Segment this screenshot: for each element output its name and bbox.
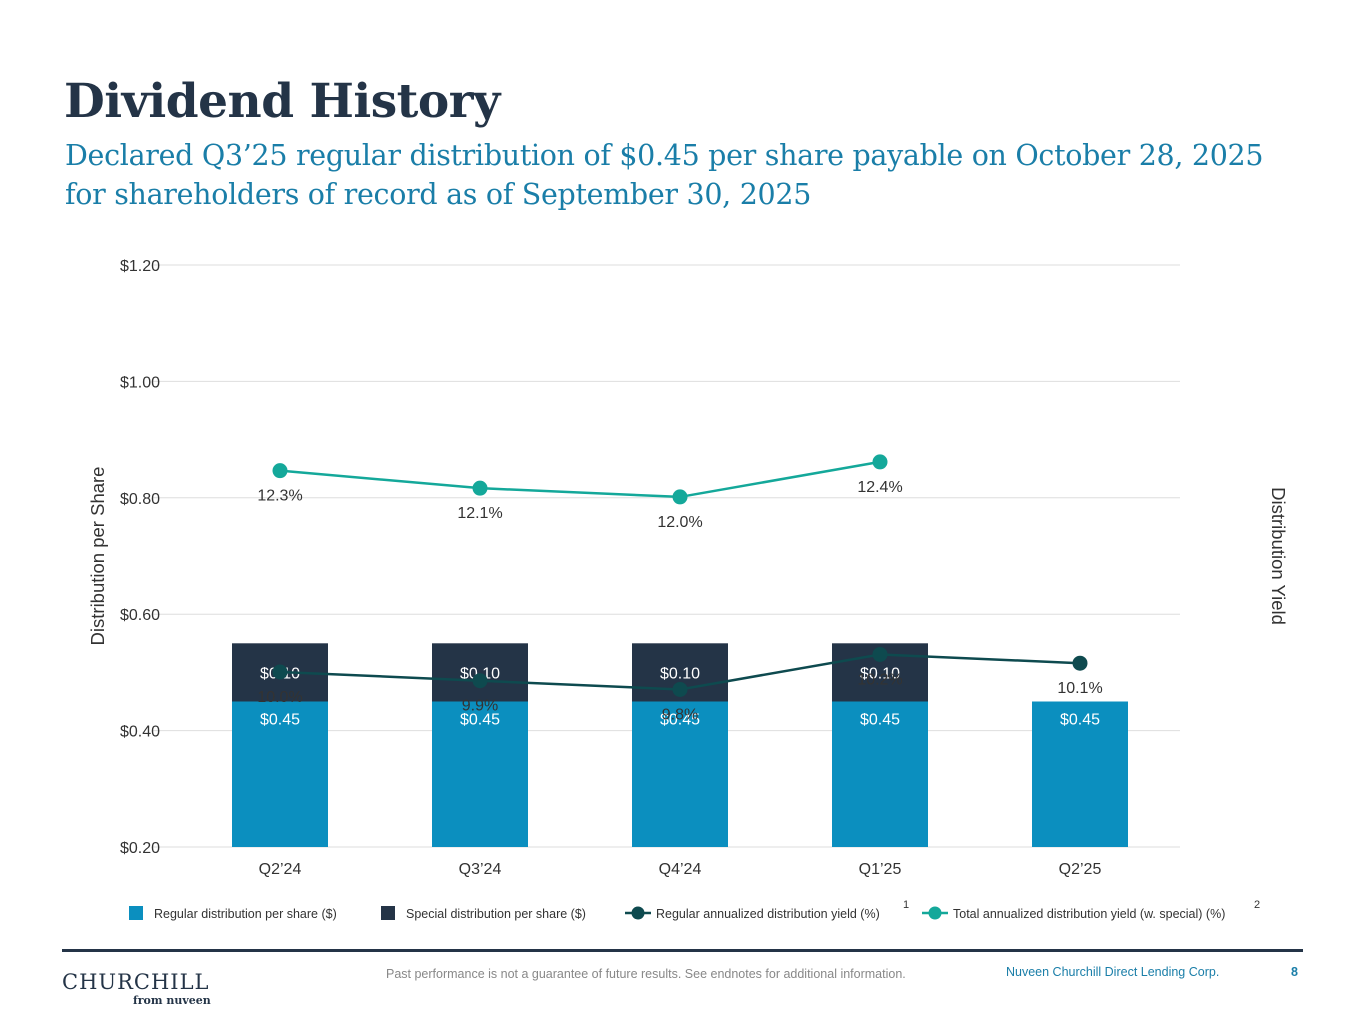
regular-yield-point [472,673,488,689]
legend-footnote: 2 [1254,899,1260,911]
regular-bar-label: $0.45 [260,712,300,729]
regular-bar [1032,701,1128,847]
regular-yield-point [272,664,288,680]
regular-yield-label: 10.1% [1057,680,1102,697]
y-tick-label: $0.20 [120,840,160,857]
legend-swatch-marker [928,906,942,920]
regular-bar-label: $0.45 [1060,712,1100,729]
y2-axis-title: Distribution Yield [1268,487,1289,625]
x-tick-label: Q2’24 [259,861,302,878]
regular-yield-label: 10.2% [857,671,902,688]
total-yield-label: 12.4% [857,479,902,496]
total-yield-point [272,463,288,479]
y-tick-label: $0.60 [120,607,160,624]
total-yield-line [279,460,881,499]
special-bar-label: $0.10 [860,665,900,682]
regular-bar [432,701,528,847]
footer-disclaimer: Past performance is not a guarantee of f… [386,967,906,981]
legend-swatch [381,906,395,920]
legend-label: Regular annualized distribution yield (%… [656,907,880,921]
regular-bar-label: $0.45 [860,712,900,729]
y-axis-title: Distribution per Share [87,467,108,646]
y-tick-label: $0.40 [120,724,160,741]
churchill-logo: CHURCHILL [62,970,210,994]
special-bar [432,643,528,702]
total-yield-point [672,489,688,505]
churchill-logo-sub: from nuveen [133,994,211,1007]
x-tick-label: Q4’24 [659,861,702,878]
legend-label: Total annualized distribution yield (w. … [953,907,1225,921]
regular-yield-label: 9.9% [462,698,498,715]
legend-label: Special distribution per share ($) [406,907,586,921]
regular-bar-label: $0.45 [460,712,500,729]
regular-yield-point [1072,655,1088,671]
total-yield-label: 12.1% [457,505,502,522]
page-subtitle: Declared Q3’25 regular distribution of $… [65,139,1264,211]
total-yield-point [472,480,488,496]
total-yield-label: 12.0% [657,514,702,531]
x-tick-label: Q2’25 [1059,861,1102,878]
legend-swatch-marker [631,906,645,920]
y-tick-label: $1.00 [120,374,160,391]
total-yield-point [872,454,888,470]
regular-bar [832,701,928,847]
dividend-chart: $0.20 $0.40 $0.60 $0.80 $1.00 $1.20 Distributi… [87,258,1289,921]
legend-label: Regular distribution per share ($) [154,907,337,921]
regular-yield-point [672,681,688,697]
regular-yield-label: 9.8% [662,706,698,723]
regular-bar [632,701,728,847]
regular-bar [232,701,328,847]
regular-bar-label: $0.45 [660,712,700,729]
total-yield-label: 12.3% [257,488,302,505]
footer-divider [62,949,1303,952]
regular-yield-point [872,646,888,662]
x-tick-label: Q3’24 [459,861,502,878]
y-tick-label: $1.20 [120,258,160,275]
legend-swatch [129,906,143,920]
footer-company: Nuveen Churchill Direct Lending Corp. [1006,965,1220,979]
special-bar-label: $0.10 [660,665,700,682]
page-number: 8 [1291,965,1298,979]
regular-yield-label: 10.0% [257,689,302,706]
legend-footnote: 1 [903,899,909,911]
page-title: Dividend History [64,74,500,129]
x-tick-label: Q1’25 [859,861,902,878]
y-tick-label: $0.80 [120,491,160,508]
